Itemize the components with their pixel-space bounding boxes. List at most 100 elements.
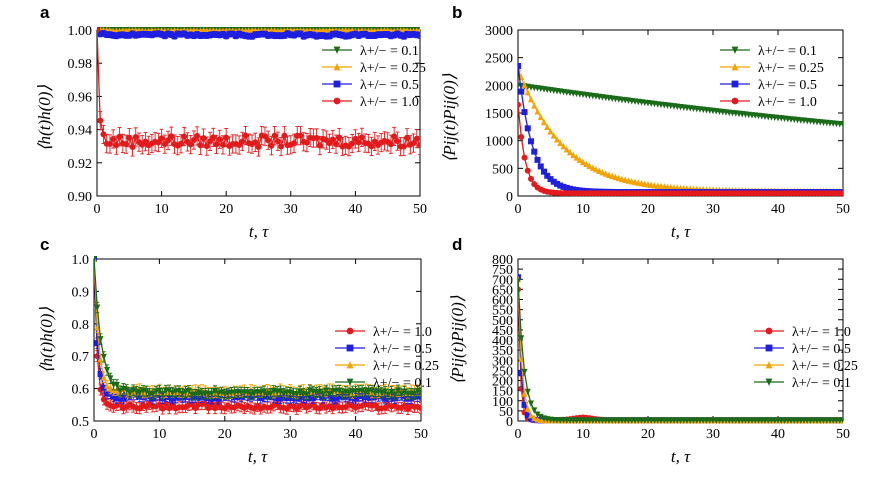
- data-point: [307, 31, 314, 38]
- data-point: [404, 134, 411, 141]
- data-point: [139, 31, 146, 38]
- data-point: [541, 118, 547, 126]
- data-point: [547, 127, 554, 135]
- data-point: [113, 381, 120, 389]
- data-point: [400, 33, 407, 40]
- y-tick-label: 0.94: [68, 124, 93, 139]
- data-point: [155, 139, 162, 146]
- data-point: [172, 394, 179, 401]
- data-point: [119, 31, 126, 38]
- legend-marker: [765, 361, 773, 369]
- legend-label: λ+/− = 0.1: [373, 376, 432, 391]
- series-2: [97, 27, 420, 40]
- y-tick-label: 0.98: [68, 57, 93, 72]
- data-point: [165, 137, 172, 144]
- y-tick-label: 0.5: [72, 415, 90, 430]
- series-3: [518, 278, 843, 424]
- y-tick-label: 500: [492, 314, 513, 329]
- data-point: [414, 387, 421, 395]
- data-point: [544, 123, 551, 130]
- data-point: [524, 125, 531, 132]
- y-tick-label: 100: [492, 395, 513, 410]
- y-tick-label: 1000: [485, 135, 513, 150]
- y-tick-label: 0.6: [72, 383, 90, 398]
- data-point: [358, 31, 365, 38]
- data-point: [576, 156, 583, 163]
- data-point: [358, 134, 365, 141]
- data-point: [94, 340, 101, 347]
- data-point: [148, 31, 155, 38]
- data-point: [261, 388, 268, 395]
- data-point: [203, 32, 210, 39]
- data-point: [100, 353, 107, 361]
- legend-marker: [765, 378, 773, 386]
- data-point: [265, 32, 272, 39]
- data-point: [349, 140, 356, 147]
- data-point: [398, 391, 405, 398]
- data-point: [265, 137, 272, 144]
- data-point: [94, 304, 101, 312]
- data-point: [142, 31, 149, 38]
- data-point: [156, 387, 163, 395]
- y-tick-label: 1500: [485, 107, 513, 122]
- x-tick-label: 30: [706, 427, 720, 442]
- data-point: [385, 391, 392, 399]
- data-point: [541, 168, 547, 175]
- x-tick-label: 40: [349, 427, 363, 442]
- data-point: [316, 142, 323, 149]
- x-tick-label: 0: [515, 427, 522, 442]
- data-point: [524, 388, 531, 396]
- data-point: [528, 175, 534, 182]
- data-point: [97, 30, 104, 37]
- data-point: [404, 31, 411, 38]
- data-point: [531, 414, 538, 422]
- data-point: [411, 390, 418, 398]
- data-point: [113, 32, 120, 39]
- data-point: [329, 395, 336, 402]
- data-point: [107, 375, 114, 382]
- data-point: [161, 32, 168, 39]
- data-point: [291, 32, 298, 39]
- data-point: [207, 32, 214, 39]
- data-point: [129, 143, 136, 150]
- data-point: [284, 30, 291, 37]
- y-axis-label: ⟨h(t)h(0)⟩: [37, 307, 56, 374]
- data-point: [103, 31, 110, 38]
- data-point: [100, 384, 107, 391]
- legend-marker: [333, 80, 341, 88]
- data-point: [136, 389, 143, 397]
- data-point: [100, 396, 107, 403]
- y-tick-label: 0.7: [72, 350, 90, 365]
- data-point: [174, 30, 181, 37]
- x-tick-label: 10: [576, 202, 590, 217]
- data-point: [521, 81, 528, 89]
- data-point: [255, 143, 262, 150]
- series-0: [94, 256, 421, 415]
- data-point: [589, 164, 596, 171]
- data-series-group: [518, 62, 843, 197]
- y-tick-label: 2500: [485, 52, 513, 67]
- data-point: [534, 156, 541, 163]
- y-tick-label: 1.0: [72, 253, 90, 268]
- data-point: [359, 387, 366, 395]
- data-point: [418, 391, 421, 398]
- x-tick-label: 50: [413, 202, 427, 217]
- x-tick-label: 10: [576, 427, 590, 442]
- legend-label: λ+/− = 0.25: [373, 359, 439, 374]
- data-point: [524, 412, 531, 419]
- data-point: [567, 148, 573, 156]
- data-point: [362, 31, 369, 38]
- data-point: [368, 387, 375, 394]
- data-point: [518, 274, 521, 281]
- y-axis-label: ⟨h(t)h(0)⟩: [35, 85, 54, 152]
- data-point: [563, 145, 570, 153]
- data-point: [528, 415, 534, 422]
- data-point: [97, 356, 104, 363]
- data-point: [391, 133, 398, 140]
- legend-marker: [333, 46, 341, 54]
- data-point: [190, 32, 197, 39]
- data-point: [100, 131, 107, 138]
- legend-label: λ+/− = 0.5: [792, 342, 851, 357]
- data-point: [242, 32, 249, 39]
- data-point: [203, 143, 210, 150]
